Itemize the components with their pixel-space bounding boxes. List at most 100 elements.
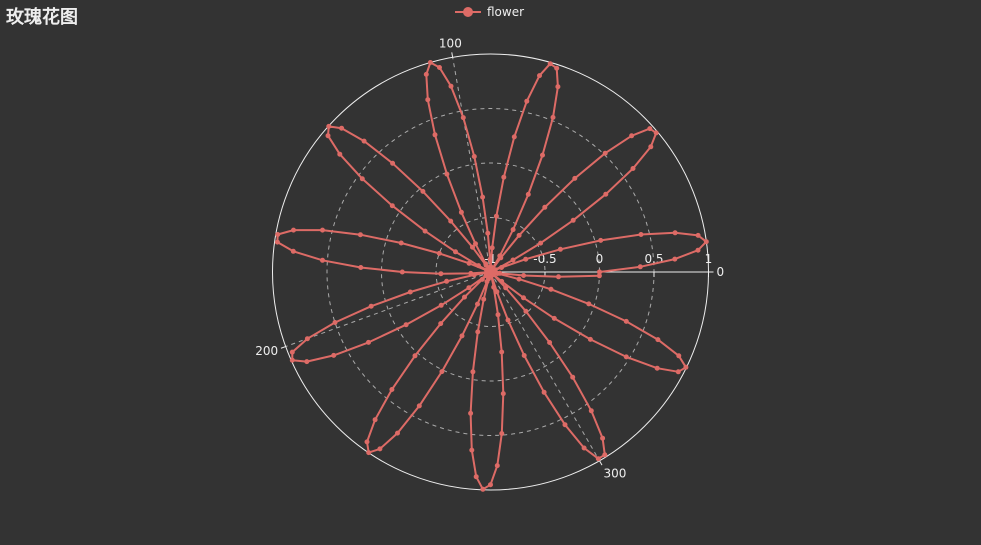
- data-point[interactable]: [497, 270, 503, 276]
- data-point[interactable]: [320, 227, 325, 233]
- data-point[interactable]: [448, 83, 454, 89]
- data-point[interactable]: [516, 276, 522, 282]
- data-point[interactable]: [466, 260, 472, 266]
- data-point[interactable]: [459, 333, 465, 339]
- data-point[interactable]: [602, 150, 608, 156]
- data-point[interactable]: [676, 353, 682, 359]
- data-point[interactable]: [444, 171, 450, 177]
- data-point[interactable]: [547, 61, 553, 67]
- data-point[interactable]: [538, 240, 544, 246]
- data-point[interactable]: [471, 154, 477, 159]
- data-point[interactable]: [453, 249, 458, 255]
- data-point[interactable]: [555, 84, 561, 90]
- data-point[interactable]: [361, 138, 367, 144]
- data-point[interactable]: [439, 369, 445, 375]
- data-point[interactable]: [557, 246, 563, 252]
- data-point[interactable]: [487, 256, 493, 262]
- data-point[interactable]: [469, 447, 475, 453]
- data-point[interactable]: [542, 204, 548, 210]
- data-point[interactable]: [470, 369, 476, 375]
- data-point[interactable]: [488, 264, 494, 270]
- data-point[interactable]: [494, 463, 500, 469]
- data-point[interactable]: [473, 241, 478, 247]
- data-point[interactable]: [486, 276, 491, 282]
- data-point[interactable]: [480, 486, 486, 492]
- data-point[interactable]: [587, 336, 593, 342]
- data-point[interactable]: [325, 133, 331, 139]
- data-point[interactable]: [499, 278, 505, 284]
- data-point[interactable]: [389, 203, 395, 209]
- data-point[interactable]: [586, 301, 592, 307]
- data-point[interactable]: [510, 257, 516, 263]
- data-point[interactable]: [491, 284, 497, 290]
- data-point[interactable]: [602, 452, 608, 458]
- data-point[interactable]: [468, 410, 474, 416]
- data-point[interactable]: [458, 209, 464, 215]
- data-point[interactable]: [483, 273, 489, 279]
- data-point[interactable]: [377, 446, 383, 452]
- data-point[interactable]: [358, 265, 364, 270]
- data-point[interactable]: [556, 274, 561, 280]
- data-point[interactable]: [475, 329, 481, 335]
- data-point[interactable]: [407, 289, 413, 295]
- data-point[interactable]: [420, 188, 426, 194]
- data-point[interactable]: [523, 256, 529, 262]
- data-point[interactable]: [630, 166, 636, 171]
- data-point[interactable]: [554, 65, 560, 71]
- data-point[interactable]: [425, 97, 431, 103]
- data-point[interactable]: [499, 431, 505, 436]
- data-point[interactable]: [595, 456, 601, 462]
- data-point[interactable]: [398, 240, 404, 246]
- data-point[interactable]: [460, 115, 466, 121]
- data-point[interactable]: [432, 132, 438, 138]
- data-point[interactable]: [598, 237, 604, 243]
- data-point[interactable]: [427, 60, 433, 65]
- data-point[interactable]: [476, 263, 481, 269]
- data-point[interactable]: [462, 294, 467, 300]
- data-point[interactable]: [473, 474, 479, 480]
- data-point[interactable]: [466, 285, 472, 291]
- data-point[interactable]: [438, 302, 444, 308]
- data-point[interactable]: [637, 264, 643, 270]
- data-point[interactable]: [339, 125, 345, 131]
- data-point[interactable]: [570, 374, 576, 380]
- data-point[interactable]: [493, 213, 499, 219]
- data-point[interactable]: [485, 230, 491, 236]
- data-point[interactable]: [437, 65, 442, 70]
- data-point[interactable]: [483, 262, 489, 268]
- data-point[interactable]: [320, 257, 325, 263]
- data-point[interactable]: [395, 430, 400, 436]
- data-point[interactable]: [675, 369, 681, 375]
- data-point[interactable]: [332, 320, 338, 325]
- data-point[interactable]: [289, 349, 295, 355]
- data-point[interactable]: [438, 271, 444, 277]
- data-point[interactable]: [291, 227, 296, 233]
- data-point[interactable]: [436, 250, 442, 256]
- data-point[interactable]: [480, 194, 486, 200]
- data-point[interactable]: [289, 357, 295, 363]
- data-point[interactable]: [290, 248, 296, 254]
- data-point[interactable]: [547, 340, 553, 345]
- data-point[interactable]: [655, 337, 661, 343]
- data-point[interactable]: [481, 296, 487, 302]
- data-point[interactable]: [274, 239, 280, 245]
- data-point[interactable]: [548, 286, 554, 292]
- data-point[interactable]: [475, 301, 480, 307]
- data-point[interactable]: [672, 256, 678, 262]
- data-point[interactable]: [495, 312, 501, 318]
- data-point[interactable]: [647, 126, 653, 132]
- data-point[interactable]: [550, 114, 556, 120]
- data-point[interactable]: [489, 245, 495, 251]
- data-point[interactable]: [516, 232, 522, 238]
- data-point[interactable]: [479, 276, 485, 282]
- data-point[interactable]: [521, 273, 527, 278]
- data-point[interactable]: [304, 359, 310, 365]
- data-point[interactable]: [390, 160, 396, 166]
- data-point[interactable]: [499, 349, 505, 355]
- data-point[interactable]: [471, 272, 477, 278]
- data-point[interactable]: [597, 269, 602, 275]
- data-point[interactable]: [537, 73, 542, 79]
- data-point[interactable]: [703, 239, 709, 245]
- data-point[interactable]: [523, 308, 529, 314]
- data-point[interactable]: [695, 247, 701, 253]
